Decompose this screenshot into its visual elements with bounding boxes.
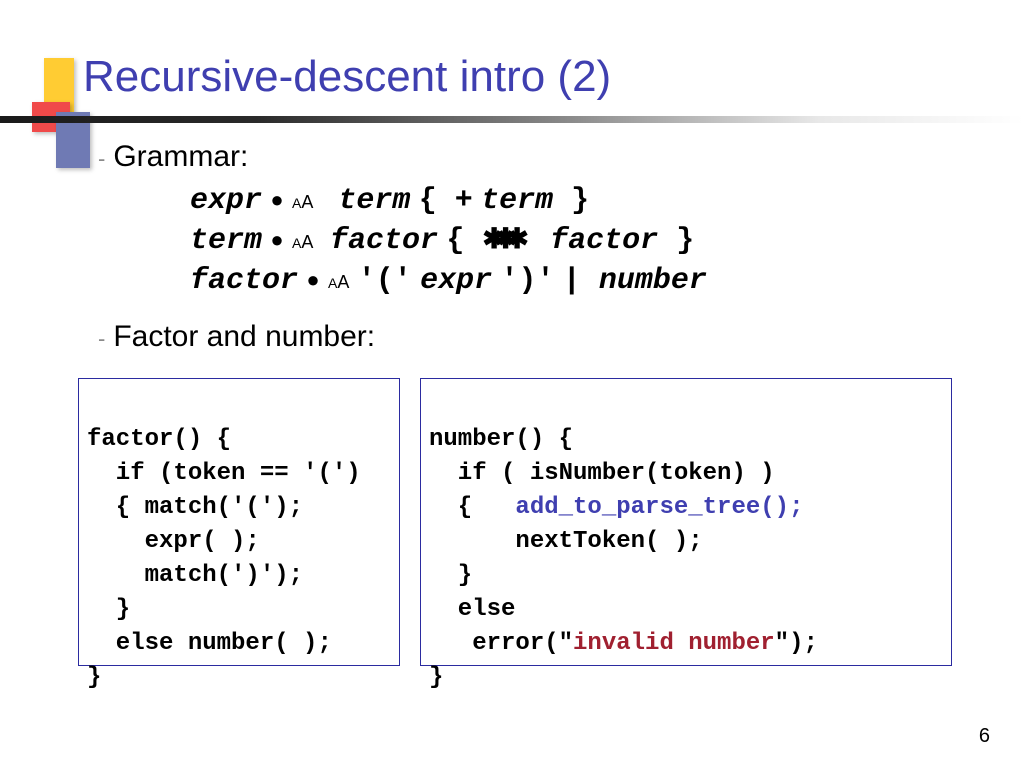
code-line: { match('('); [87,494,303,521]
code-line: factor() { [87,426,231,453]
code-line: if (token == '(') [87,460,361,487]
bullet-factor-number: -Factor and number: [98,320,375,354]
factor-number-label: Factor and number: [113,320,375,353]
bullet-grammar: -Grammar: [98,140,248,174]
lparen: '(' [358,264,412,298]
grammar-factor-line: factor ● AA '(' expr ')' | number [190,262,707,298]
code-line: match(')'); [87,562,303,589]
grammar-term-line: term ● AA factor { ✱✱✱ factor } [190,222,694,258]
highlight-blue: add_to_parse_tree(); [515,494,803,521]
code-line: if ( isNumber(token) ) [429,460,775,487]
dot-icon-2: ● [270,227,283,252]
code-line: else [429,596,515,623]
kw-factor-lhs: factor [190,264,298,298]
slide: Recursive-descent intro (2) -Grammar: ex… [0,0,1024,768]
dash-icon-2: - [98,326,105,351]
code-line: } [429,664,443,691]
star-icon: ✱✱✱ [482,223,516,254]
kw-expr-2: expr [420,264,492,298]
kw-term-2: term [481,184,553,218]
dot-icon: ● [270,187,283,212]
code-line: number() { [429,426,573,453]
dash-icon: - [98,146,105,171]
kw-factor-1: factor [330,224,438,258]
dot-icon-3: ● [306,267,319,292]
pipe-sym: | [563,264,581,298]
slide-title: Recursive-descent intro (2) [83,52,611,102]
code-line: { add_to_parse_tree(); [429,494,803,521]
kw-factor-2: factor [550,224,658,258]
grammar-expr-line: expr ● AA term { + term } [190,182,589,218]
highlight-red: invalid number [573,630,775,657]
small-a-1: AA [292,192,313,212]
plus-sym: + [455,184,473,218]
code-line: error("invalid number"); [429,630,818,657]
small-a-3: AA [328,272,349,292]
code-line: expr( ); [87,528,260,555]
code-line: } [87,596,130,623]
page-number: 6 [979,725,990,748]
codebox-factor: factor() { if (token == '(') { match('('… [78,378,400,666]
rparen: ')' [500,264,554,298]
kw-term-lhs: term [190,224,262,258]
grammar-label: Grammar: [113,140,248,173]
code-line: else number( ); [87,630,332,657]
kw-term-1: term [338,184,410,218]
kw-expr: expr [190,184,262,218]
code-line: } [87,664,101,691]
title-rule [0,116,1024,123]
code-line: nextToken( ); [429,528,703,555]
kw-number: number [599,264,707,298]
code-line: } [429,562,472,589]
codebox-number: number() { if ( isNumber(token) ) { add_… [420,378,952,666]
small-a-2: AA [292,232,313,252]
